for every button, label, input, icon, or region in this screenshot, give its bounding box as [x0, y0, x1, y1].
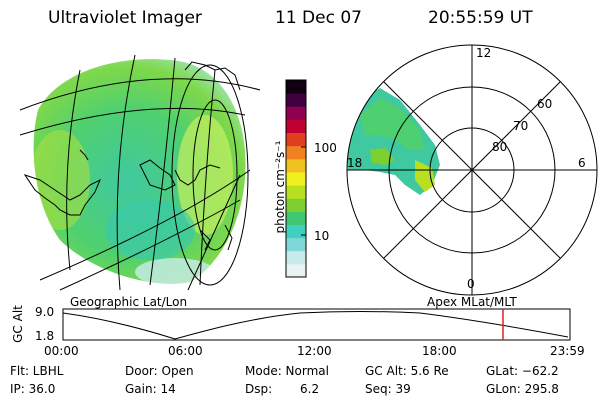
colorbar-segment: [286, 198, 306, 212]
alt-xtick-1200: 12:00: [297, 344, 332, 358]
mlt-label-0: 0: [467, 277, 475, 291]
alt-xtick-0600: 06:00: [168, 344, 203, 358]
alt-xtick-0000: 00:00: [44, 344, 79, 358]
mlt-label-12: 12: [476, 46, 492, 60]
alt-axis-label: GC Alt: [11, 305, 25, 343]
geo-auroral-image: [33, 59, 246, 284]
footer-mode: Mode: Normal: [245, 364, 329, 378]
footer-glon: GLon: 295.8: [486, 382, 559, 396]
alt-xtick-2359: 23:59: [550, 344, 585, 358]
footer-gc-alt: GC Alt: 5.6 Re: [365, 364, 449, 378]
geo-grid-lines: [19, 54, 261, 291]
date-label: 11 Dec 07: [275, 8, 362, 28]
colorbar-segment: [286, 80, 306, 94]
lat-label-80: 80: [492, 140, 508, 154]
geo-coastlines: [23, 61, 241, 251]
mlt-label-18: 18: [347, 156, 363, 170]
alt-xtick-1800: 18:00: [422, 344, 457, 358]
footer-gain: Gain: 14: [125, 382, 176, 396]
alt-ytick-9: 9.0: [35, 305, 55, 319]
colorbar-segment: [286, 158, 306, 173]
instrument-title: Ultraviolet Imager: [48, 8, 202, 28]
colorbar-segment: [286, 145, 306, 160]
colorbar-segment: [286, 237, 306, 252]
colorbar-segment: [286, 185, 306, 199]
footer-seq: Seq: 39: [365, 382, 411, 396]
colorbar-segment: [286, 132, 306, 147]
colorbar-segment: [286, 211, 306, 225]
colorbar-segment: [286, 119, 306, 134]
colorbar-segment: [286, 263, 306, 278]
colorbar-segment: [286, 106, 306, 120]
altitude-curve: [62, 311, 569, 340]
time-label: 20:55:59 UT: [428, 8, 533, 28]
colorbar-segment: [286, 250, 306, 265]
footer-door: Door: Open: [125, 364, 194, 378]
colorbar-frame: [285, 79, 307, 278]
colorbar-tick-100: 100: [314, 141, 337, 155]
alt-ytick-1-8: 1.8: [35, 329, 55, 343]
footer-dsp-value: 6.2: [300, 382, 320, 396]
colorbar-segment: [286, 93, 306, 107]
geo-caption: Geographic Lat/Lon: [70, 295, 188, 309]
footer-flt: Flt: LBHL: [10, 364, 64, 378]
lat-label-70: 70: [513, 119, 529, 133]
polar-caption: Apex MLat/MLT: [427, 295, 517, 309]
lat-label-60: 60: [537, 97, 553, 111]
mlt-label-6: 6: [578, 156, 586, 170]
footer-dsp-label: Dsp:: [245, 382, 273, 396]
colorbar-segment: [286, 171, 306, 186]
footer-glat: GLat: −62.2: [486, 364, 559, 378]
polar-grid: [346, 44, 598, 296]
footer-ip: IP: 36.0: [10, 382, 56, 396]
colorbar-tick-10: 10: [314, 229, 330, 243]
